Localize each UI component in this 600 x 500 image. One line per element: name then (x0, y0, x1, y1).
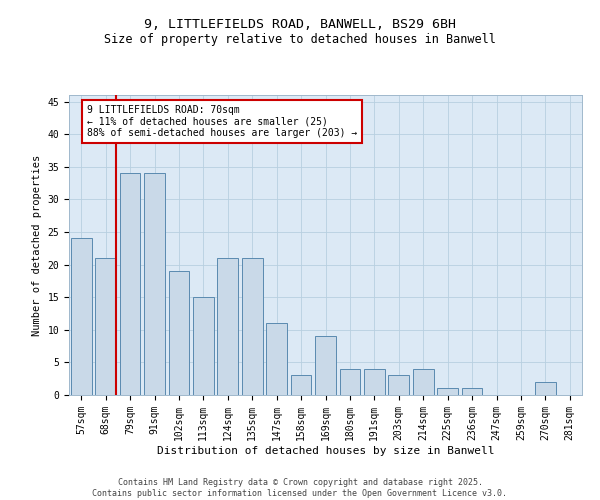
Bar (242, 258, 263, 395)
Bar (95, 258, 116, 395)
Bar (169, 271, 190, 395)
Bar (266, 324, 287, 395)
Bar (193, 297, 214, 395)
X-axis label: Distribution of detached houses by size in Banwell: Distribution of detached houses by size … (157, 446, 494, 456)
Bar (315, 336, 336, 395)
Bar (461, 388, 482, 395)
Bar (437, 388, 458, 395)
Bar (290, 376, 311, 395)
Bar (71, 238, 92, 395)
Bar (217, 258, 238, 395)
Bar (144, 174, 165, 395)
Bar (388, 376, 409, 395)
Text: Size of property relative to detached houses in Banwell: Size of property relative to detached ho… (104, 32, 496, 46)
Bar (364, 369, 385, 395)
Bar (119, 174, 140, 395)
Bar (413, 369, 434, 395)
Bar (535, 382, 556, 395)
Text: Contains HM Land Registry data © Crown copyright and database right 2025.
Contai: Contains HM Land Registry data © Crown c… (92, 478, 508, 498)
Text: 9 LITTLEFIELDS ROAD: 70sqm
← 11% of detached houses are smaller (25)
88% of semi: 9 LITTLEFIELDS ROAD: 70sqm ← 11% of deta… (86, 105, 357, 138)
Y-axis label: Number of detached properties: Number of detached properties (32, 154, 42, 336)
Bar (340, 369, 361, 395)
Text: 9, LITTLEFIELDS ROAD, BANWELL, BS29 6BH: 9, LITTLEFIELDS ROAD, BANWELL, BS29 6BH (144, 18, 456, 30)
